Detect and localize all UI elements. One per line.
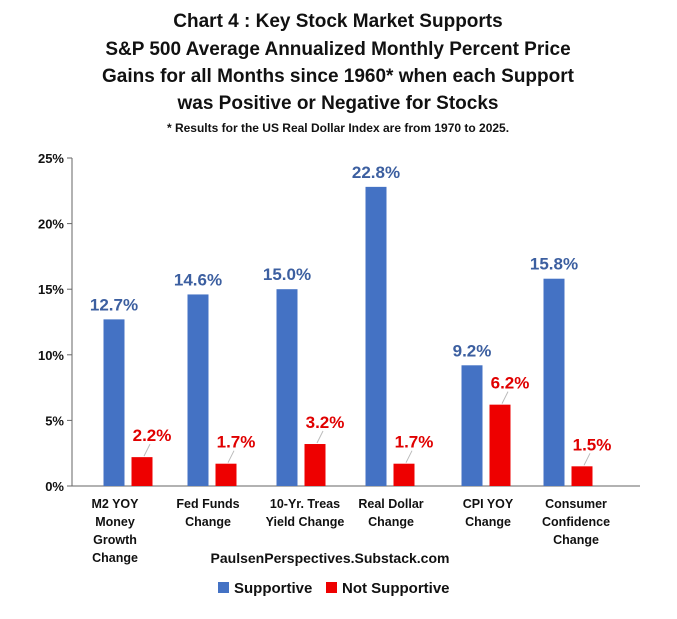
data-label-supportive: 15.0% — [263, 265, 311, 284]
source-note: PaulsenPerspectives.Substack.com — [211, 550, 450, 566]
data-label-not-supportive: 1.7% — [395, 433, 434, 452]
data-label-not-supportive: 6.2% — [491, 374, 530, 393]
category-label: Change — [185, 515, 231, 529]
category-labels: M2 YOY Money Growth Change Fed Funds Change 10… — [91, 497, 610, 565]
bar-not-supportive — [215, 463, 237, 486]
category-label: Confidence — [542, 515, 610, 529]
data-label-not-supportive: 1.7% — [217, 433, 256, 452]
bar-supportive — [543, 278, 565, 486]
leader-line — [316, 430, 324, 444]
category-label: Change — [553, 533, 599, 547]
chart-title: Chart 4 : Key Stock Market Supports S&P 5… — [102, 11, 575, 114]
y-tick-label: 15% — [38, 282, 64, 297]
bar-supportive — [103, 319, 125, 486]
legend: Supportive Not Supportive — [218, 580, 450, 597]
bar-not-supportive — [489, 404, 511, 486]
category-label: M2 YOY — [91, 497, 139, 511]
category-label: Money — [95, 515, 135, 529]
title-line: Gains for all Months since 1960* when ea… — [102, 66, 575, 87]
chart-subtitle: * Results for the US Real Dollar Index a… — [167, 121, 509, 135]
data-label-supportive: 9.2% — [453, 341, 492, 360]
category-label: CPI YOY — [463, 497, 514, 511]
leader-line — [227, 450, 235, 463]
legend-label-not-supportive: Not Supportive — [342, 580, 450, 597]
bar-not-supportive — [571, 466, 593, 486]
axes: 0% 5% 10% 15% 20% 25% — [38, 151, 640, 494]
y-tick-label: 25% — [38, 151, 64, 166]
legend-label-supportive: Supportive — [234, 580, 312, 597]
leader-line — [583, 453, 591, 466]
bars — [103, 186, 593, 486]
category-label: Yield Change — [266, 515, 345, 529]
y-tick-label: 5% — [45, 413, 64, 428]
bar-supportive — [365, 186, 387, 486]
category-label: Consumer — [545, 497, 607, 511]
legend-swatch-not-supportive — [326, 582, 337, 593]
data-label-supportive: 12.7% — [90, 295, 138, 314]
bar-supportive — [187, 294, 209, 486]
bar-not-supportive — [304, 444, 326, 486]
leader-line — [143, 443, 151, 457]
data-label-not-supportive: 2.2% — [133, 426, 172, 445]
leader-line — [501, 391, 509, 404]
category-label: Real Dollar — [358, 497, 423, 511]
category-label: Growth — [93, 533, 137, 547]
y-tick-label: 20% — [38, 217, 64, 232]
bar-supportive — [461, 365, 483, 486]
bar-not-supportive — [393, 463, 415, 486]
leader-line — [405, 450, 413, 463]
data-label-supportive: 22.8% — [352, 163, 400, 182]
category-label: Change — [465, 515, 511, 529]
title-line: was Positive or Negative for Stocks — [176, 93, 498, 114]
category-label: Fed Funds — [176, 497, 239, 511]
y-tick-label: 10% — [38, 348, 64, 363]
bar-supportive — [276, 289, 298, 486]
title-line: S&P 500 Average Annualized Monthly Perce… — [105, 39, 570, 60]
data-labels: 12.7% 2.2% 14.6% 1.7% 15.0% 3.2% 22.8% 1.7% 9.2%… — [90, 163, 612, 466]
legend-swatch-supportive — [218, 582, 229, 593]
bar-not-supportive — [131, 457, 153, 486]
category-label: 10-Yr. Treas — [270, 497, 340, 511]
category-label: Change — [368, 515, 414, 529]
data-label-not-supportive: 1.5% — [573, 435, 612, 454]
y-tick-label: 0% — [45, 479, 64, 494]
data-label-not-supportive: 3.2% — [306, 413, 345, 432]
category-label: Change — [92, 551, 138, 565]
title-line: Chart 4 : Key Stock Market Supports — [173, 11, 502, 32]
data-label-supportive: 15.8% — [530, 255, 578, 274]
data-label-supportive: 14.6% — [174, 270, 222, 289]
